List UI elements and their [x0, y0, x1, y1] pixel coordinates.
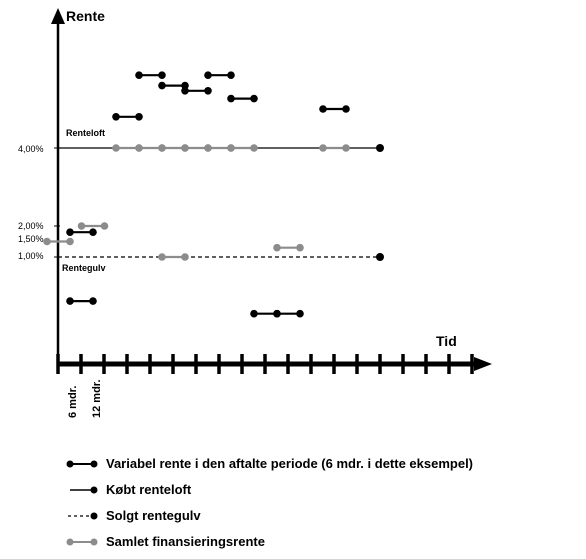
- y-axis-label: Rente: [66, 8, 105, 24]
- variable-rate-point: [273, 309, 281, 318]
- x-axis-label: Tid: [436, 333, 457, 349]
- legend-swatch-combined-rate: [66, 538, 98, 546]
- variable-rate-point: [181, 87, 189, 95]
- variable-rate-point: [66, 297, 74, 305]
- variable-rate-point: [250, 309, 258, 318]
- cap-line-end-point: [376, 144, 384, 152]
- floor-label: Rentegulv: [62, 263, 106, 273]
- variable-rate-point: [319, 105, 327, 113]
- variable-rate-point: [227, 71, 235, 79]
- legend-item-combined-rate: Samlet finansieringsrente: [64, 530, 584, 556]
- x-tick-6-mdr: 6 mdr.: [67, 386, 79, 418]
- x-axis-arrow: [474, 357, 492, 371]
- variable-rate-point: [135, 71, 143, 79]
- variable-rate-point: [204, 87, 212, 95]
- combined-rate-point: [181, 253, 189, 261]
- legend-label-variable-rate: Variabel rente i den aftalte periode (6 …: [106, 456, 474, 471]
- cap-label: Renteloft: [66, 128, 105, 138]
- y-tick-1-5: 1,50%: [18, 234, 44, 244]
- y-axis-arrow: [51, 8, 65, 24]
- combined-rate-point: [296, 243, 304, 252]
- legend: Variabel rente i den aftalte periode (6 …: [64, 452, 584, 556]
- variable-rate-point: [89, 297, 97, 305]
- y-tick-2: 2,00%: [18, 221, 44, 231]
- combined-rate-point: [204, 144, 212, 152]
- legend-label-floor: Solgt rentegulv: [106, 508, 201, 523]
- variable-rate-point: [227, 94, 235, 103]
- legend-item-cap: Købt renteloft: [64, 478, 584, 504]
- variable-rate-point: [158, 71, 166, 79]
- combined-rate-point: [43, 237, 51, 246]
- variable-rate-point: [296, 309, 304, 318]
- legend-label-cap: Købt renteloft: [106, 482, 192, 497]
- combined-rate-point: [319, 144, 327, 152]
- combined-rate-point: [342, 144, 350, 152]
- floor-line-end-point: [376, 253, 384, 261]
- interest-rate-diagram: Rente Tid 4,00% 2,00% 1,50% 1,00% Rentel…: [18, 8, 492, 418]
- variable-rate-point: [181, 81, 189, 90]
- legend-item-floor: Solgt rentegulv: [64, 504, 584, 530]
- variable-rate-point: [342, 105, 350, 113]
- combined-rate-point: [273, 243, 281, 252]
- combined-rate-point: [100, 222, 109, 230]
- legend-swatch-floor: [68, 512, 98, 520]
- variable-rate-point: [135, 113, 143, 121]
- variable-rate-point: [204, 71, 212, 79]
- variable-rate-point: [250, 94, 258, 103]
- legend-item-variable-rate: Variabel rente i den aftalte periode (6 …: [64, 452, 584, 478]
- y-tick-1: 1,00%: [18, 251, 44, 261]
- combined-rate-point: [158, 144, 166, 152]
- combined-rate-point: [66, 237, 74, 246]
- variable-rate-point: [158, 81, 166, 90]
- combined-rate-point: [250, 144, 258, 152]
- combined-rate-point: [181, 144, 189, 152]
- x-tick-12-mdr: 12 mdr.: [91, 379, 103, 418]
- variable-rate-point: [112, 113, 120, 121]
- combined-rate-point: [112, 144, 120, 152]
- legend-swatch-variable-rate: [66, 460, 98, 468]
- combined-rate-point: [158, 253, 166, 261]
- combined-rate-point: [227, 144, 235, 152]
- combined-rate-point: [135, 144, 143, 152]
- variable-rate-point: [89, 228, 97, 236]
- legend-swatch-cap: [70, 486, 98, 494]
- variable-rate-point: [66, 228, 74, 236]
- y-tick-4: 4,00%: [18, 144, 44, 154]
- legend-label-combined-rate: Samlet finansieringsrente: [106, 534, 265, 549]
- combined-rate-point: [77, 222, 86, 230]
